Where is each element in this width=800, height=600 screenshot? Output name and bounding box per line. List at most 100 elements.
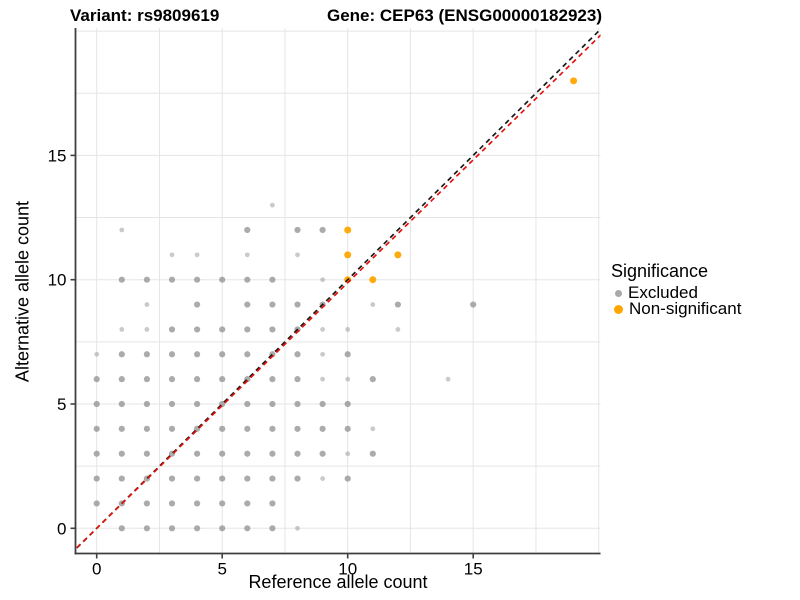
data-point-excluded	[219, 475, 226, 482]
excluded-dot-icon	[615, 289, 622, 297]
data-point-excluded	[144, 327, 150, 332]
data-point-excluded	[194, 326, 201, 333]
data-point-excluded	[269, 326, 276, 333]
data-point-excluded	[244, 226, 251, 234]
data-point-excluded	[194, 525, 201, 532]
data-point-excluded	[118, 376, 125, 383]
data-point-excluded	[295, 525, 300, 531]
data-point-nonsignificant	[394, 251, 402, 259]
data-point-excluded	[93, 425, 100, 432]
x-tick-label: 5	[217, 560, 226, 579]
data-point-excluded	[319, 226, 326, 234]
data-point-excluded	[269, 525, 276, 532]
data-point-excluded	[244, 425, 251, 432]
legend: Significance Excluded Non-significant	[611, 261, 742, 318]
data-point-excluded	[118, 450, 125, 457]
data-point-excluded	[294, 301, 301, 308]
data-point-excluded	[118, 425, 125, 432]
data-point-excluded	[143, 425, 150, 432]
data-point-excluded	[295, 252, 300, 258]
data-point-excluded	[244, 475, 251, 482]
data-point-excluded	[269, 425, 276, 432]
data-point-excluded	[219, 276, 226, 283]
data-point-excluded	[219, 376, 226, 383]
data-point-excluded	[194, 400, 201, 408]
data-point-excluded	[194, 500, 201, 507]
data-point-excluded	[143, 376, 150, 383]
data-point-excluded	[143, 525, 150, 532]
data-point-excluded	[119, 327, 125, 332]
data-point-excluded	[168, 525, 176, 532]
data-point-excluded	[118, 351, 125, 358]
data-point-excluded	[269, 376, 276, 383]
x-tick-label: 15	[464, 560, 483, 579]
data-point-excluded	[294, 475, 301, 482]
data-point-excluded	[269, 301, 276, 308]
x-axis-title: Reference allele count	[248, 572, 428, 592]
data-point-excluded	[168, 475, 176, 482]
data-point-excluded	[244, 450, 251, 457]
data-point-excluded	[294, 450, 301, 457]
data-point-excluded	[194, 276, 201, 283]
data-point-excluded	[219, 326, 226, 333]
data-point-excluded	[244, 301, 251, 308]
data-point-excluded	[294, 400, 301, 408]
data-point-excluded	[194, 351, 201, 358]
data-point-excluded	[269, 500, 276, 507]
data-point-excluded	[319, 450, 326, 457]
data-point-excluded	[168, 276, 176, 283]
data-point-excluded	[294, 226, 301, 234]
data-point-excluded	[168, 351, 176, 358]
data-point-excluded	[319, 425, 326, 432]
data-point-excluded	[370, 302, 376, 307]
data-point-excluded	[219, 525, 226, 532]
data-point-excluded	[118, 525, 125, 532]
y-tick-label: 5	[57, 395, 66, 414]
data-point-excluded	[395, 327, 401, 332]
data-point-excluded	[194, 376, 201, 383]
data-point-excluded	[370, 426, 376, 432]
data-point-excluded	[143, 450, 150, 457]
data-point-excluded	[294, 351, 301, 358]
data-point-excluded	[194, 475, 201, 482]
data-point-excluded	[93, 376, 100, 383]
data-point-excluded	[244, 525, 251, 532]
data-point-excluded	[194, 450, 201, 457]
data-point-excluded	[244, 276, 251, 283]
data-point-excluded	[394, 301, 401, 308]
data-point-excluded	[219, 500, 226, 507]
data-point-excluded	[320, 476, 325, 481]
legend-title: Significance	[611, 261, 709, 281]
data-point-excluded	[344, 475, 351, 482]
data-point-excluded	[445, 376, 451, 382]
data-point-excluded	[369, 450, 376, 457]
legend-item-excluded: Excluded	[611, 283, 741, 302]
data-point-excluded	[269, 400, 276, 408]
data-point-excluded	[194, 301, 201, 308]
data-point-excluded	[93, 400, 100, 408]
data-point-excluded	[345, 451, 351, 457]
data-point-nonsignificant	[344, 226, 352, 234]
data-point-excluded	[269, 276, 276, 283]
data-point-excluded	[320, 327, 325, 332]
data-point-excluded	[269, 450, 276, 457]
variant-title: Variant: rs9809619	[70, 6, 220, 25]
data-point-excluded	[244, 400, 251, 408]
data-point-excluded	[143, 351, 150, 358]
data-point-nonsignificant	[570, 77, 578, 85]
data-point-excluded	[168, 500, 176, 507]
y-tick-label: 0	[57, 519, 66, 538]
data-point-excluded	[119, 227, 125, 233]
legend-item-label: Non-significant	[629, 299, 742, 318]
data-point-excluded	[144, 302, 150, 307]
legend-item-nonsignificant: Non-significant	[611, 299, 742, 318]
x-tick-label: 10	[338, 560, 357, 579]
gene-title: Gene: CEP63 (ENSG00000182923)	[327, 6, 602, 25]
data-point-nonsignificant	[369, 276, 377, 284]
data-point-excluded	[244, 252, 250, 258]
data-point-excluded	[118, 475, 125, 482]
data-point-excluded	[194, 252, 200, 258]
fit-line	[75, 34, 601, 551]
